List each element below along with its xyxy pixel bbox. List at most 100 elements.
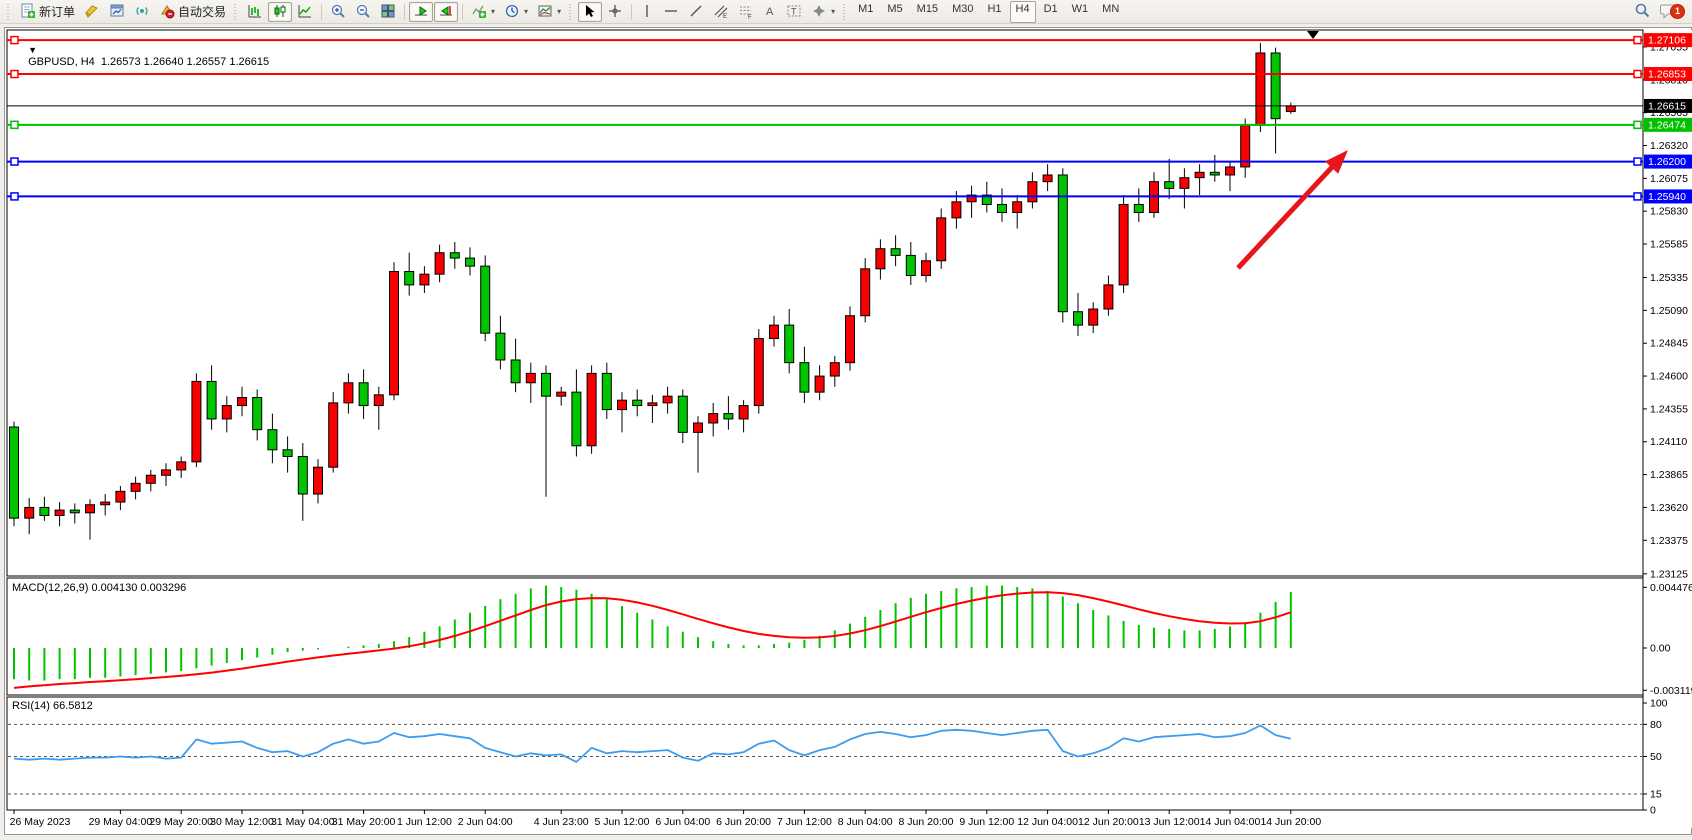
- horizontal-line-tool-button[interactable]: [659, 2, 683, 22]
- candles-layer: [9, 42, 1296, 540]
- svg-text:12 Jun 04:00: 12 Jun 04:00: [1017, 816, 1078, 828]
- svg-text:1.26200: 1.26200: [1648, 156, 1686, 168]
- chart-shift-button[interactable]: [434, 1, 459, 22]
- timeframe-button-mn[interactable]: MN: [1102, 2, 1120, 15]
- bar-marker-icon[interactable]: [1307, 31, 1319, 39]
- line-handle[interactable]: [1633, 120, 1642, 130]
- timeframe-button-m30[interactable]: M30: [952, 2, 974, 15]
- svg-text:T: T: [791, 6, 797, 16]
- new-chart-button[interactable]: [105, 2, 129, 22]
- auto-scroll-button[interactable]: [409, 1, 434, 22]
- text-label-tool-button[interactable]: T: [782, 2, 806, 22]
- timeframe-button-w1[interactable]: W1: [1071, 2, 1089, 15]
- svg-text:31 May 20:00: 31 May 20:00: [332, 816, 396, 828]
- candle-body: [1194, 171, 1205, 179]
- line-handle[interactable]: [10, 69, 19, 79]
- bar-chart-mode-button[interactable]: [243, 2, 267, 22]
- cursor-tool-button[interactable]: [578, 1, 603, 22]
- rsi-indicator-label: RSI(14) 66.5812: [12, 700, 93, 712]
- candle-body: [1027, 181, 1038, 203]
- svg-text:A: A: [766, 6, 774, 18]
- svg-text:-0.003119: -0.003119: [1650, 685, 1692, 697]
- svg-text:7 Jun 12:00: 7 Jun 12:00: [777, 816, 832, 828]
- line-handle[interactable]: [10, 157, 19, 166]
- candle-body: [252, 397, 263, 431]
- toolbar-grip[interactable]: [569, 3, 575, 20]
- line-chart-mode-button[interactable]: [293, 2, 317, 22]
- collapse-arrow-icon[interactable]: ▼: [28, 45, 38, 55]
- fibonacci-tool-button[interactable]: F: [734, 2, 758, 22]
- svg-text:1.23375: 1.23375: [1650, 535, 1688, 547]
- candle-body: [1073, 311, 1083, 326]
- svg-text:1.27106: 1.27106: [1648, 35, 1686, 47]
- toolbar-grip[interactable]: [234, 3, 240, 20]
- indicators-button[interactable]: ▾: [467, 2, 499, 22]
- search-button[interactable]: [1630, 2, 1655, 22]
- candle-body: [237, 397, 247, 407]
- tile-windows-button[interactable]: [376, 2, 400, 22]
- candle-body: [601, 372, 612, 411]
- price-badge: 1.25940: [1644, 189, 1692, 204]
- timeframe-button-h1[interactable]: H1: [987, 2, 1002, 15]
- price-pane[interactable]: [6, 29, 1644, 577]
- timeframe-button-m1[interactable]: M1: [858, 2, 874, 15]
- svg-text:1 Jun 12:00: 1 Jun 12:00: [397, 816, 452, 828]
- arrows-tool-button[interactable]: ▾: [807, 2, 839, 22]
- line-chart-icon: [297, 3, 313, 21]
- svg-text:9 Jun 12:00: 9 Jun 12:00: [959, 816, 1014, 828]
- annotation-arrow-head[interactable]: [1325, 150, 1348, 174]
- new-order-button[interactable]: 新订单: [16, 2, 79, 22]
- timeframe-button-d1[interactable]: D1: [1043, 2, 1058, 15]
- new-order-label: 新订单: [39, 5, 76, 19]
- candle-body: [829, 362, 840, 377]
- candle-body: [480, 265, 491, 334]
- line-handle[interactable]: [1633, 69, 1642, 79]
- styler-button[interactable]: [80, 2, 104, 22]
- candle-body: [145, 474, 156, 484]
- svg-text:5 Jun 12:00: 5 Jun 12:00: [595, 816, 650, 828]
- candle-body: [328, 402, 339, 468]
- svg-text:1.26075: 1.26075: [1650, 173, 1688, 185]
- svg-text:13 Jun 12:00: 13 Jun 12:00: [1139, 816, 1200, 828]
- trendline-tool-button[interactable]: [684, 2, 708, 22]
- line-handle[interactable]: [1633, 157, 1642, 166]
- periods-button[interactable]: ▾: [500, 2, 532, 22]
- notifications-button[interactable]: 1: [1656, 2, 1685, 22]
- svg-text:1.26615: 1.26615: [1648, 100, 1686, 112]
- rsi-pane[interactable]: [6, 696, 1644, 811]
- line-handle[interactable]: [10, 35, 19, 45]
- vertical-line-tool-button[interactable]: [636, 2, 658, 22]
- toolbar-grip[interactable]: [7, 3, 12, 20]
- zoom-out-button[interactable]: [351, 2, 375, 22]
- annotation-arrow-line[interactable]: [1236, 158, 1341, 270]
- timeframe-button-m15[interactable]: M15: [916, 2, 939, 15]
- channel-tool-button[interactable]: E: [709, 2, 733, 22]
- line-handle[interactable]: [10, 192, 19, 201]
- cursor-icon: [582, 3, 598, 21]
- candle-body: [9, 426, 19, 519]
- template-icon: [537, 3, 553, 21]
- svg-text:4 Jun 23:00: 4 Jun 23:00: [534, 816, 589, 828]
- text-tool-button[interactable]: A: [759, 2, 781, 22]
- candle-body: [343, 382, 354, 404]
- price-badge: 1.26853: [1644, 67, 1692, 82]
- line-handle[interactable]: [10, 120, 19, 130]
- crosshair-tool-button[interactable]: [603, 2, 627, 22]
- crosshair-icon: [607, 3, 623, 21]
- chart-title-text: GBPUSD, H4 1.26573 1.26640 1.26557 1.266…: [28, 56, 270, 68]
- autotrade-button[interactable]: 自动交易: [155, 2, 230, 22]
- toolbar-grip[interactable]: [843, 3, 849, 20]
- chart-title: ▼ GBPUSD, H4 1.26573 1.26640 1.26557 1.2…: [22, 32, 269, 68]
- candle-body: [85, 504, 95, 514]
- candle-body: [510, 359, 521, 384]
- templates-button[interactable]: ▾: [533, 2, 565, 22]
- timeframe-button-m5[interactable]: M5: [887, 2, 903, 15]
- signals-button[interactable]: [130, 2, 154, 22]
- line-handle[interactable]: [1633, 35, 1642, 45]
- candle-body: [1164, 181, 1175, 189]
- timeframe-button-h4[interactable]: H4: [1009, 0, 1036, 23]
- zoom-in-button[interactable]: [326, 2, 350, 22]
- line-handle[interactable]: [1633, 192, 1642, 201]
- candlestick-mode-button[interactable]: [268, 1, 293, 22]
